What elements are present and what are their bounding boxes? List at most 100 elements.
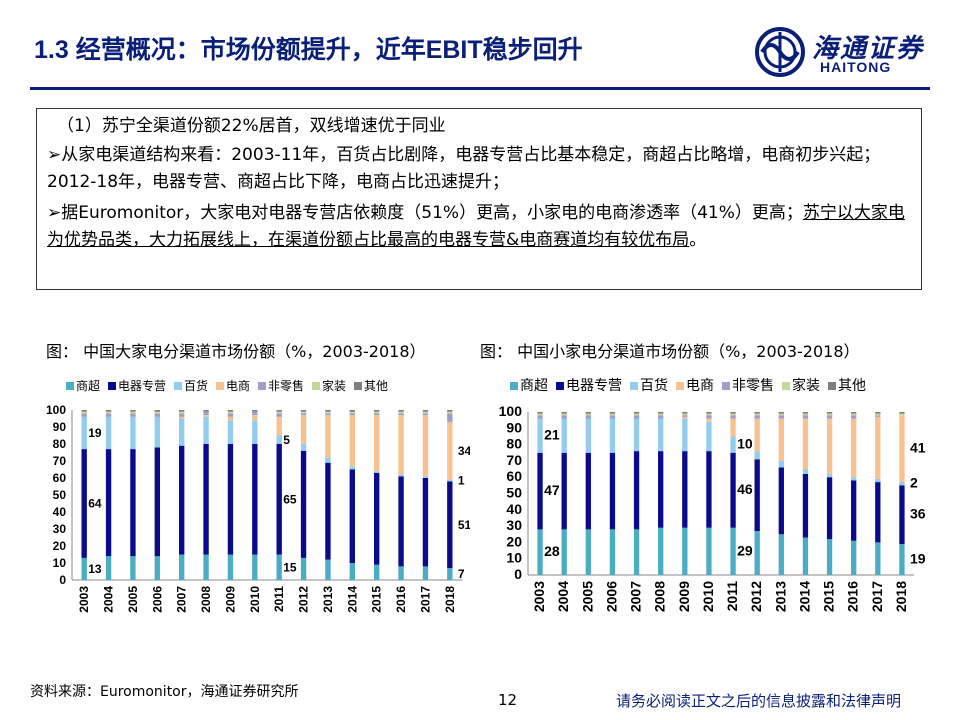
summary-box: （1）苏宁全渠道份额22%居首，双线增速优于同业 ➢从家电渠道结构来看：2003… (36, 108, 922, 290)
bar-segment (609, 413, 616, 416)
x-tick-label: 2018 (893, 581, 909, 612)
bar-segment (130, 410, 136, 412)
y-tick-label: 60 (506, 468, 522, 484)
data-label: 1 (458, 474, 465, 488)
x-tick-label: 2012 (297, 586, 311, 613)
summary-point-2-end: 。 (689, 230, 707, 250)
bar-segment (447, 568, 453, 580)
bar-segment (325, 415, 331, 458)
bar-segment (252, 410, 258, 412)
bar-segment (179, 418, 185, 446)
legend-swatch (354, 382, 362, 390)
legend-swatch (216, 382, 224, 390)
data-label: 41 (910, 440, 926, 456)
bar-segment (203, 410, 209, 412)
bar-segment (706, 418, 712, 422)
bar-segment (899, 415, 905, 483)
legend-label: 家装 (792, 377, 820, 393)
legend-swatch (630, 382, 638, 390)
bar-segment (398, 411, 404, 414)
x-tick-label: 2016 (845, 581, 861, 612)
bar-segment (203, 554, 209, 580)
y-tick-label: 20 (53, 539, 67, 553)
summary-point-2-underlined: 苏宁以大家电为优势品类，大力拓展线上，在渠道份额占比最高的电器专营&电商赛道均有… (47, 203, 905, 250)
bar-segment (349, 466, 355, 470)
bar-segment (276, 444, 282, 555)
y-tick-label: 100 (499, 403, 523, 419)
x-tick-label: 2011 (272, 586, 286, 612)
legend-item-3: 电商 (676, 377, 714, 393)
bar-segment (561, 452, 567, 530)
bar-segment (802, 415, 809, 419)
legend-label: 电商 (686, 377, 714, 393)
y-tick-label: 30 (53, 522, 67, 536)
bar-segment (154, 410, 160, 412)
bar-segment (633, 529, 640, 575)
bar-segment (682, 412, 688, 414)
legend-label: 家装 (322, 378, 346, 393)
bar-segment (276, 416, 282, 436)
data-label: 36 (910, 506, 926, 522)
bar-segment (398, 566, 404, 580)
bar-segment (81, 557, 87, 580)
bar-segment (374, 472, 380, 565)
y-tick-label: 100 (46, 403, 66, 417)
y-tick-label: 60 (53, 471, 67, 485)
bar-segment (130, 556, 136, 580)
legend-swatch (174, 382, 182, 390)
summary-point-2: ➢据Euromonitor，大家电对电器专营店依赖度（51%）更高，小家电的电商… (47, 200, 911, 254)
bar-segment (398, 476, 404, 567)
bar-segment (802, 469, 809, 474)
y-tick-label: 80 (506, 436, 522, 452)
bar-segment (899, 544, 905, 575)
bar-segment (179, 410, 185, 412)
bar-segment (802, 473, 809, 538)
x-tick-label: 2009 (223, 586, 237, 613)
bar-segment (154, 416, 160, 448)
bar-segment (447, 411, 453, 414)
bar-segment (154, 447, 160, 557)
bar-segment (276, 410, 282, 412)
legend-item-2: 百货 (630, 377, 668, 393)
page-number: 12 (498, 691, 518, 709)
page-title: 1.3 经营概况：市场份额提升，近年EBIT稳步回升 (34, 36, 583, 64)
bar-segment (778, 534, 784, 575)
bar-segment (706, 412, 712, 414)
bar-segment (300, 410, 307, 412)
bar-segment (81, 413, 87, 417)
bar-segment (203, 416, 209, 444)
x-tick-label: 2010 (248, 586, 262, 613)
bar-segment (730, 415, 736, 419)
bar-segment (658, 527, 664, 575)
bar-segment (706, 451, 712, 528)
bar-segment (899, 412, 905, 414)
bar-segment (300, 450, 307, 558)
legend-swatch (722, 382, 730, 390)
bar-segment (561, 415, 567, 419)
x-tick-label: 2013 (772, 581, 788, 612)
bar-segment (349, 411, 355, 414)
bar-segment (349, 563, 355, 580)
legend-swatch (828, 382, 836, 390)
x-tick-label: 2004 (555, 581, 571, 612)
bar-segment (682, 416, 688, 419)
bar-segment (561, 529, 567, 575)
bar-segment (658, 451, 664, 528)
bar-segment (300, 413, 307, 416)
legend-item-1: 电器专营 (108, 378, 166, 393)
y-tick-label: 40 (506, 501, 522, 517)
y-tick-label: 90 (506, 419, 522, 435)
bar-segment (227, 410, 234, 412)
legend-item-3: 电商 (216, 378, 250, 393)
legend-item-5: 家装 (312, 378, 346, 393)
legend-label: 百货 (640, 377, 668, 393)
bar-segment (561, 413, 567, 416)
bar-segment (730, 413, 736, 416)
legend-swatch (676, 382, 684, 390)
bar-segment (633, 412, 640, 414)
bar-segment (754, 413, 760, 416)
bar-segment (447, 413, 453, 422)
x-tick-label: 2004 (102, 586, 116, 613)
bar-segment (398, 413, 404, 416)
bar-segment (398, 415, 404, 475)
